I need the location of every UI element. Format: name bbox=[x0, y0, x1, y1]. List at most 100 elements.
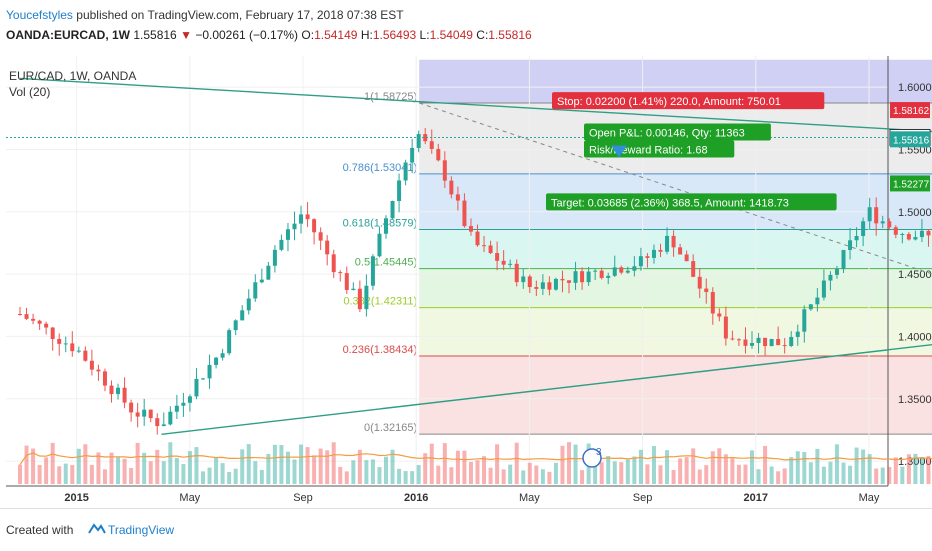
candle-body[interactable] bbox=[404, 163, 408, 181]
candle-body[interactable] bbox=[698, 277, 702, 289]
candle-body[interactable] bbox=[717, 313, 721, 316]
candle-body[interactable] bbox=[672, 236, 676, 247]
candle-body[interactable] bbox=[809, 304, 813, 309]
candle-body[interactable] bbox=[51, 328, 55, 339]
candle-body[interactable] bbox=[31, 319, 35, 321]
candle-body[interactable] bbox=[489, 246, 493, 254]
candle-body[interactable] bbox=[325, 241, 329, 255]
candle-body[interactable] bbox=[815, 298, 819, 305]
candle-body[interactable] bbox=[783, 345, 787, 346]
candle-body[interactable] bbox=[430, 141, 434, 149]
candle-body[interactable] bbox=[580, 271, 584, 282]
candle-body[interactable] bbox=[449, 181, 453, 195]
candle-body[interactable] bbox=[600, 271, 604, 278]
candle-body[interactable] bbox=[763, 338, 767, 346]
candle-body[interactable] bbox=[691, 261, 695, 277]
candle-body[interactable] bbox=[273, 250, 277, 266]
candle-body[interactable] bbox=[410, 148, 414, 163]
candle-body[interactable] bbox=[162, 424, 166, 426]
candle-body[interactable] bbox=[260, 280, 264, 283]
candle-body[interactable] bbox=[796, 332, 800, 337]
candle-body[interactable] bbox=[502, 261, 506, 265]
candle-body[interactable] bbox=[868, 207, 872, 221]
candle-body[interactable] bbox=[750, 343, 754, 346]
candle-body[interactable] bbox=[508, 264, 512, 265]
candle-body[interactable] bbox=[920, 231, 924, 237]
candle-body[interactable] bbox=[587, 272, 591, 283]
candle-body[interactable] bbox=[606, 276, 610, 278]
candle-body[interactable] bbox=[907, 234, 911, 239]
candle-body[interactable] bbox=[70, 343, 74, 351]
candle-body[interactable] bbox=[462, 201, 466, 226]
candle-body[interactable] bbox=[293, 224, 297, 230]
candle-body[interactable] bbox=[155, 418, 159, 426]
candle-body[interactable] bbox=[129, 403, 133, 413]
candle-body[interactable] bbox=[110, 386, 114, 395]
candle-body[interactable] bbox=[377, 234, 381, 257]
price-chart[interactable]: 1(1.58725)0.786(1.53041)0.618(1.48579)0.… bbox=[0, 56, 932, 508]
candle-body[interactable] bbox=[83, 351, 87, 361]
tradingview-logo-icon[interactable] bbox=[88, 521, 106, 537]
candle-body[interactable] bbox=[737, 339, 741, 340]
candle-body[interactable] bbox=[397, 180, 401, 201]
candle-body[interactable] bbox=[913, 237, 917, 239]
candle-body[interactable] bbox=[221, 353, 225, 357]
chart-area[interactable]: 1(1.58725)0.786(1.53041)0.618(1.48579)0.… bbox=[0, 56, 932, 508]
candle-body[interactable] bbox=[541, 282, 545, 289]
candle-body[interactable] bbox=[456, 194, 460, 200]
candle-body[interactable] bbox=[266, 266, 270, 280]
candle-body[interactable] bbox=[214, 358, 218, 365]
candle-body[interactable] bbox=[685, 254, 689, 261]
candle-body[interactable] bbox=[828, 275, 832, 281]
candle-body[interactable] bbox=[789, 337, 793, 346]
candle-body[interactable] bbox=[482, 245, 486, 246]
candle-body[interactable] bbox=[319, 232, 323, 240]
candle-body[interactable] bbox=[436, 149, 440, 160]
candle-body[interactable] bbox=[521, 276, 525, 282]
candle-body[interactable] bbox=[574, 271, 578, 283]
candle-body[interactable] bbox=[90, 361, 94, 370]
candle-body[interactable] bbox=[743, 339, 747, 345]
candle-body[interactable] bbox=[704, 289, 708, 292]
candle-body[interactable] bbox=[626, 271, 630, 273]
candle-body[interactable] bbox=[18, 314, 22, 315]
candle-body[interactable] bbox=[835, 269, 839, 275]
candle-body[interactable] bbox=[391, 201, 395, 218]
candle-body[interactable] bbox=[286, 229, 290, 240]
candle-body[interactable] bbox=[894, 227, 898, 234]
candle-body[interactable] bbox=[842, 250, 846, 269]
candle-body[interactable] bbox=[757, 338, 761, 343]
candle-body[interactable] bbox=[645, 256, 649, 258]
candle-body[interactable] bbox=[234, 320, 238, 330]
candle-body[interactable] bbox=[711, 292, 715, 313]
candle-body[interactable] bbox=[534, 287, 538, 289]
candle-body[interactable] bbox=[443, 160, 447, 180]
candle-body[interactable] bbox=[227, 330, 231, 353]
candle-body[interactable] bbox=[345, 273, 349, 290]
candle-body[interactable] bbox=[469, 226, 473, 232]
candle-body[interactable] bbox=[724, 317, 728, 339]
candle-body[interactable] bbox=[57, 339, 61, 344]
candle-body[interactable] bbox=[619, 267, 623, 272]
candle-body[interactable] bbox=[547, 282, 551, 289]
candle-body[interactable] bbox=[528, 276, 532, 287]
candle-body[interactable] bbox=[253, 282, 257, 298]
candle-body[interactable] bbox=[149, 410, 153, 418]
candle-body[interactable] bbox=[96, 370, 100, 372]
candle-body[interactable] bbox=[279, 240, 283, 250]
candle-body[interactable] bbox=[861, 221, 865, 236]
candle-body[interactable] bbox=[874, 207, 878, 223]
candle-body[interactable] bbox=[495, 253, 499, 261]
candle-body[interactable] bbox=[64, 343, 68, 344]
candle-body[interactable] bbox=[887, 221, 891, 227]
candle-body[interactable] bbox=[855, 236, 859, 240]
candle-body[interactable] bbox=[639, 256, 643, 266]
volume-legend[interactable]: Vol (20) bbox=[9, 84, 136, 100]
candle-body[interactable] bbox=[364, 286, 368, 309]
candle-body[interactable] bbox=[567, 280, 571, 283]
candle-body[interactable] bbox=[659, 250, 663, 252]
candle-body[interactable] bbox=[38, 321, 42, 324]
candle-body[interactable] bbox=[136, 412, 140, 416]
candle-body[interactable] bbox=[168, 412, 172, 425]
candle-body[interactable] bbox=[593, 271, 597, 272]
